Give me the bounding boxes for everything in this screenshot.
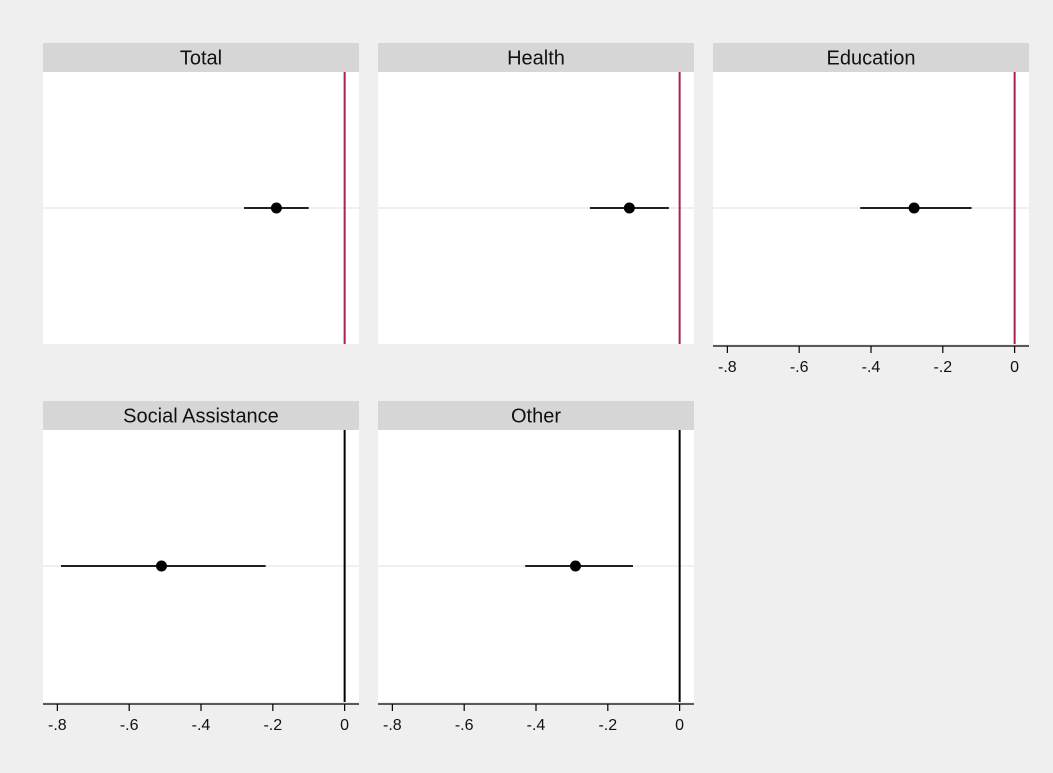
point-estimate-education bbox=[908, 202, 920, 214]
x-tick-label-social-assistance-0: -.8 bbox=[48, 717, 67, 734]
point-estimate-social-assistance bbox=[156, 560, 167, 572]
panel-title-other: Other bbox=[511, 406, 561, 428]
panel-title-strip-health bbox=[378, 43, 694, 72]
x-tick-label-education-2: -.4 bbox=[862, 359, 881, 376]
x-tick-label-other-0: -.8 bbox=[383, 717, 402, 734]
x-tick-label-social-assistance-3: -.2 bbox=[263, 717, 282, 734]
panel-title-social-assistance: Social Assistance bbox=[123, 406, 279, 428]
point-estimate-total bbox=[270, 202, 282, 214]
x-tick-label-education-3: -.2 bbox=[933, 359, 952, 376]
x-tick-label-social-assistance-4: 0 bbox=[340, 717, 349, 734]
x-tick-label-other-1: -.6 bbox=[455, 717, 474, 734]
panel-title-strip-total bbox=[43, 43, 359, 72]
x-tick-label-education-1: -.6 bbox=[790, 359, 809, 376]
x-tick-label-other-2: -.4 bbox=[527, 717, 546, 734]
panel-title-strip-education bbox=[713, 43, 1029, 72]
panel-title-strip-social-assistance bbox=[43, 401, 359, 430]
point-estimate-other bbox=[570, 560, 581, 572]
x-tick-label-social-assistance-2: -.4 bbox=[192, 717, 211, 734]
panel-title-strip-other bbox=[378, 401, 694, 430]
x-tick-label-education-0: -.8 bbox=[718, 359, 737, 376]
point-estimate-health bbox=[623, 202, 635, 214]
panel-title-education: Education bbox=[827, 48, 916, 70]
x-tick-label-education-4: 0 bbox=[1010, 359, 1019, 376]
panel-title-health: Health bbox=[507, 48, 565, 70]
x-tick-label-other-3: -.2 bbox=[598, 717, 617, 734]
panel-title-total: Total bbox=[180, 48, 222, 70]
x-tick-label-other-4: 0 bbox=[675, 717, 684, 734]
x-tick-label-social-assistance-1: -.6 bbox=[120, 717, 139, 734]
